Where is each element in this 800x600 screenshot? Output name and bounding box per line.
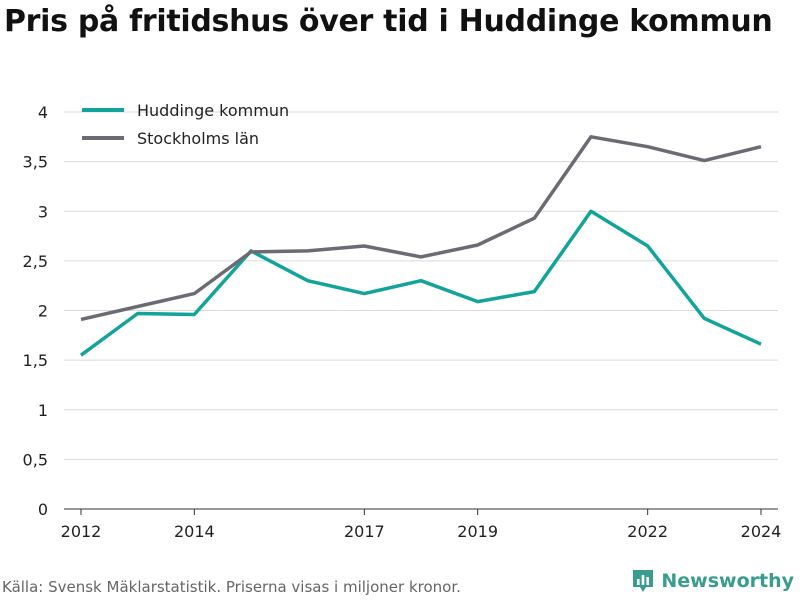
y-tick-label: 0 [38, 500, 48, 519]
series-line-1 [79, 209, 762, 357]
brand-name: Newsworthy [661, 570, 794, 592]
grid-lines [64, 111, 778, 460]
x-axis-ticks: 2012 2014 2017 2019 2022 2024 [61, 509, 782, 541]
x-tick-label: 2014 [174, 522, 215, 541]
series-line-2 [80, 135, 762, 322]
x-tick-label: 2019 [457, 522, 498, 541]
y-axis-tick-labels: 0 0,5 1 1,5 2 2,5 3 3,5 4 [23, 103, 48, 519]
x-tick-label: 2017 [344, 522, 385, 541]
brand-logo: Newsworthy [631, 568, 794, 594]
x-tick-label: 2022 [627, 522, 668, 541]
newsworthy-logo-icon [633, 570, 654, 592]
x-tick-label: 2012 [61, 522, 102, 541]
source-note: Källa: Svensk Mäklarstatistik. Priserna … [2, 578, 461, 596]
x-tick-label: 2024 [741, 522, 782, 541]
series-lines [79, 135, 762, 357]
y-tick-label: 2,5 [23, 252, 48, 271]
y-tick-label: 0,5 [23, 450, 48, 469]
y-tick-label: 4 [38, 103, 48, 122]
legend-label: Huddinge kommun [137, 101, 289, 120]
y-tick-label: 3 [38, 202, 48, 221]
chart-title: Pris på fritidshus över tid i Huddinge k… [4, 4, 773, 39]
y-tick-label: 3,5 [23, 153, 48, 172]
legend: Huddinge kommun Stockholms län [82, 101, 289, 148]
y-tick-label: 1 [38, 401, 48, 420]
y-tick-label: 2 [38, 302, 48, 321]
legend-label: Stockholms län [137, 129, 259, 148]
y-tick-label: 1,5 [23, 351, 48, 370]
